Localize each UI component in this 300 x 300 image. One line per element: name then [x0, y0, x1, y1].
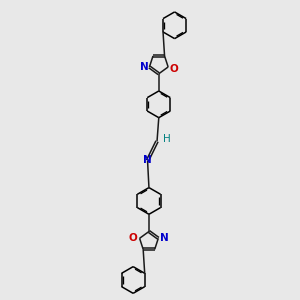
Text: N: N	[140, 62, 148, 72]
Text: O: O	[129, 233, 138, 243]
Text: O: O	[170, 64, 178, 74]
Text: H: H	[163, 134, 171, 145]
Text: N: N	[143, 155, 152, 165]
Text: N: N	[160, 233, 168, 243]
